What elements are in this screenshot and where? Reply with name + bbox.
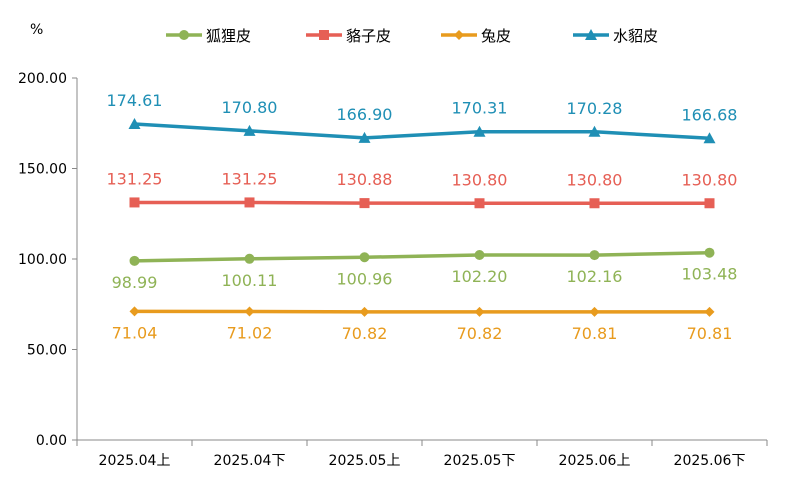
series-0 — [129, 247, 715, 266]
series-1 — [129, 197, 715, 209]
series-line — [134, 200, 710, 206]
x-tick-label: 2025.05下 — [444, 453, 516, 469]
x-tick-label: 2025.05上 — [329, 453, 401, 469]
point-marker-diamond — [704, 306, 715, 317]
point-marker-diamond — [359, 306, 370, 317]
data-label: 166.90 — [337, 105, 393, 124]
point-marker-circle — [589, 250, 600, 261]
point-marker-diamond — [129, 306, 140, 317]
data-label: 170.28 — [567, 99, 623, 118]
point-marker-square — [129, 197, 140, 208]
data-label: 170.80 — [222, 98, 278, 117]
point-marker-diamond — [244, 306, 255, 317]
data-label: 70.82 — [342, 324, 388, 343]
data-label: 174.61 — [107, 91, 163, 110]
point-marker-triangle — [585, 29, 597, 40]
legend: 狐狸皮 貉子皮 兔皮 水貂皮 — [166, 27, 658, 45]
axes: 0.00 50.00 100.00 150.00 200.00 2025.04上 2025.… — [18, 71, 768, 469]
x-tick-label: 2025.04下 — [214, 453, 286, 469]
legend-item: 貉子皮 — [306, 27, 391, 45]
point-marker-diamond — [454, 30, 464, 40]
data-label: 130.80 — [567, 170, 623, 189]
point-marker-triangle — [358, 131, 371, 143]
point-marker-square — [474, 198, 485, 209]
point-marker-triangle — [243, 124, 256, 136]
data-label: 70.81 — [572, 324, 618, 343]
point-marker-circle — [129, 255, 140, 266]
data-label: 170.31 — [452, 99, 508, 118]
series-line — [134, 122, 710, 141]
x-tick-label: 2025.06下 — [674, 453, 746, 469]
data-label: 166.68 — [682, 105, 738, 124]
point-marker-circle — [244, 253, 255, 264]
legend-item: 兔皮 — [441, 27, 511, 45]
point-marker-circle — [179, 30, 189, 40]
point-marker-square — [319, 30, 329, 40]
y-tick-label: 150.00 — [18, 162, 67, 178]
series-2 — [129, 306, 715, 317]
data-label: 70.81 — [687, 324, 733, 343]
y-axis-unit-label: % — [30, 22, 43, 38]
data-label: 130.80 — [682, 170, 738, 189]
point-marker-triangle — [703, 132, 716, 144]
data-label: 102.20 — [452, 267, 508, 286]
x-tick-label: 2025.06上 — [559, 453, 631, 469]
point-marker-diamond — [589, 306, 600, 317]
legend-label: 兔皮 — [481, 27, 511, 45]
point-marker-diamond — [474, 306, 485, 317]
point-marker-square — [359, 198, 370, 209]
data-label: 100.96 — [337, 269, 393, 288]
x-tick-label: 2025.04上 — [99, 453, 171, 469]
series-3 — [128, 117, 716, 144]
point-marker-square — [244, 197, 255, 208]
point-marker-square — [704, 198, 715, 209]
data-label: 102.16 — [567, 267, 623, 286]
legend-label: 貉子皮 — [346, 27, 391, 45]
data-label: 71.04 — [112, 323, 158, 342]
data-label: 130.80 — [452, 170, 508, 189]
point-marker-triangle — [128, 117, 141, 129]
data-label: 71.02 — [227, 323, 273, 342]
point-marker-circle — [704, 247, 715, 258]
series-line — [134, 250, 710, 263]
data-label: 131.25 — [222, 169, 278, 188]
point-marker-circle — [359, 252, 370, 263]
legend-label: 水貂皮 — [613, 27, 658, 45]
y-tick-label: 200.00 — [18, 71, 67, 87]
data-label: 98.99 — [112, 273, 158, 292]
data-label: 131.25 — [107, 169, 163, 188]
data-label: 103.48 — [682, 265, 738, 284]
data-label: 130.88 — [337, 170, 393, 189]
point-marker-circle — [474, 250, 485, 261]
point-marker-triangle — [588, 125, 601, 137]
y-tick-label: 100.00 — [18, 252, 67, 268]
legend-item: 水貂皮 — [573, 27, 658, 45]
point-marker-square — [589, 198, 600, 209]
series-layer — [128, 117, 716, 317]
data-label: 70.82 — [457, 324, 503, 343]
legend-label: 狐狸皮 — [206, 27, 251, 45]
y-tick-label: 50.00 — [27, 343, 67, 359]
data-label: 100.11 — [222, 271, 278, 290]
legend-item: 狐狸皮 — [166, 27, 251, 45]
y-tick-label: 0.00 — [36, 433, 67, 449]
point-marker-triangle — [473, 125, 486, 137]
data-labels-layer: 98.99 100.11 100.96 102.20 102.16 103.48 131.2… — [107, 91, 738, 343]
